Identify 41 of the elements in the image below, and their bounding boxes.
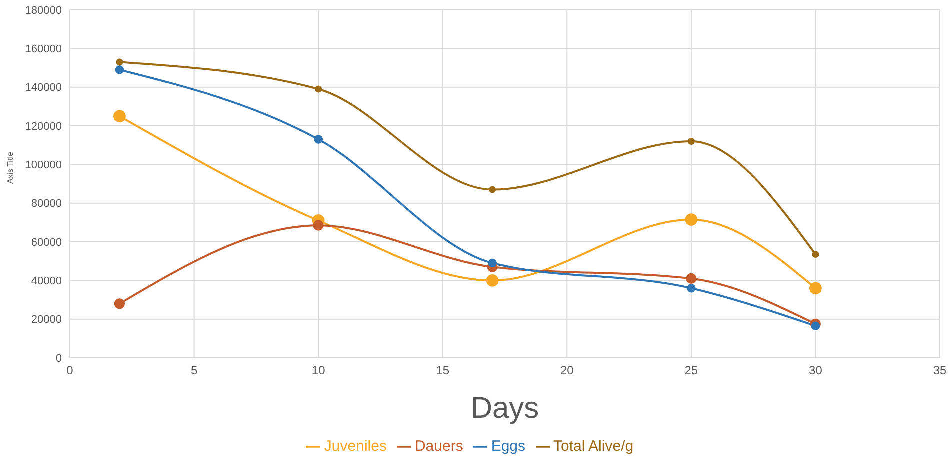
y-tick-label: 80000	[31, 198, 62, 210]
point	[812, 251, 820, 258]
x-tick-label: 15	[436, 364, 450, 378]
point	[315, 86, 322, 93]
x-tick-label: 10	[312, 364, 326, 378]
legend-label: Dauers	[414, 438, 464, 455]
point	[114, 110, 126, 123]
x-axis-title: Days	[470, 392, 540, 425]
point	[811, 322, 820, 330]
y-tick-label: 0	[56, 352, 62, 365]
y-tick-label: 160000	[25, 44, 62, 56]
point	[489, 186, 496, 194]
x-tick-label: 20	[560, 364, 574, 378]
point	[486, 274, 499, 287]
point	[810, 282, 822, 295]
y-tick-label: 180000	[25, 4, 62, 17]
x-tick-label: 30	[809, 364, 823, 378]
point	[688, 138, 695, 145]
y-tick-label: 20000	[31, 314, 62, 326]
x-tick-label: 5	[190, 364, 198, 378]
y-axis-title: Axis Title	[6, 151, 15, 184]
y-tick-label: 120000	[25, 120, 62, 133]
y-tick-label: 40000	[31, 276, 62, 288]
point	[687, 284, 696, 293]
x-tick-label: 25	[684, 364, 698, 378]
y-tick-label: 60000	[31, 236, 62, 249]
x-tick-label: 35	[933, 364, 947, 378]
legend-label: Total Alive/g	[554, 438, 634, 455]
x-tick-label: 0	[66, 364, 74, 378]
legend-label: Eggs	[491, 438, 526, 455]
legend-label: Juveniles	[324, 438, 387, 455]
point	[116, 58, 124, 66]
point	[314, 135, 323, 144]
y-tick-label: 140000	[25, 82, 62, 94]
point	[685, 214, 698, 226]
point	[115, 66, 124, 74]
point	[488, 258, 497, 268]
y-tick-label: 100000	[25, 160, 62, 172]
point	[686, 273, 697, 284]
point	[114, 298, 126, 310]
point	[313, 220, 324, 231]
